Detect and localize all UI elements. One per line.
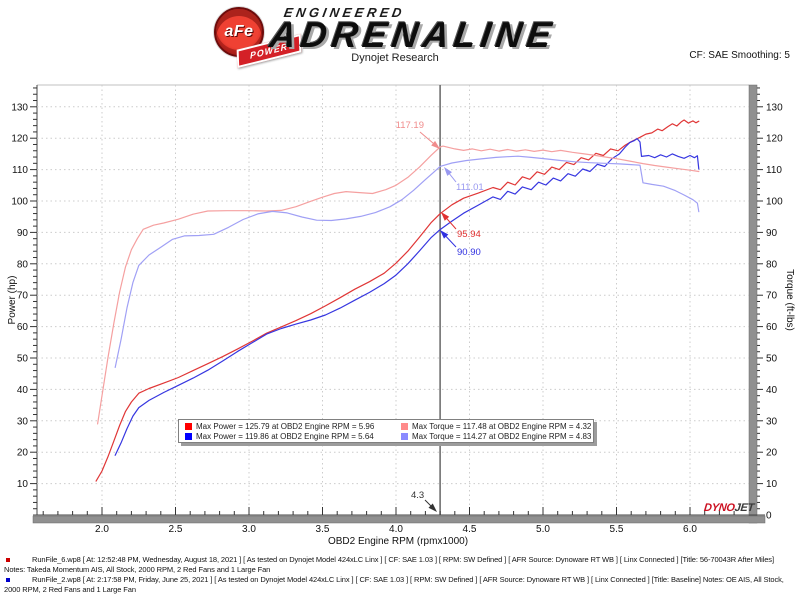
run2-note: RunFile_2.wp8 [ At: 2:17:58 PM, Friday, … — [4, 575, 784, 594]
tick-labels: 2.0 2.5 3.0 3.5 4.0 4.5 5.0 5.5 6.0 10 10 20 20 30 30 4… — [11, 102, 783, 535]
ticks-layer — [30, 87, 763, 515]
svg-text:80: 80 — [766, 259, 778, 270]
dynojet-logo-jet: JET — [733, 502, 755, 514]
run1-marker — [6, 558, 10, 562]
curve-power-after — [95, 119, 700, 482]
svg-text:5.0: 5.0 — [536, 524, 550, 535]
plot-frame — [32, 84, 766, 524]
legend-box: Max Power = 125.79 at OBD2 Engine RPM = … — [178, 419, 594, 443]
dyno-chart: 2.0 2.5 3.0 3.5 4.0 4.5 5.0 5.5 6.0 10 10 20 20 30 30 4… — [7, 84, 795, 547]
legend-item-0: Max Power = 125.79 at OBD2 Engine RPM = … — [185, 422, 401, 431]
legend-label: Max Power = 125.79 at OBD2 Engine RPM = … — [196, 421, 375, 431]
y-axis-title-right: Torque (ft-lbs) — [784, 269, 795, 331]
afe-logo-text: aFe — [224, 23, 254, 40]
dynojet-logo: DYNOJET — [703, 502, 754, 514]
curve-torque-baseline — [114, 155, 700, 368]
svg-text:2.5: 2.5 — [169, 524, 183, 535]
report-subtitle: Dynojet Research — [351, 52, 439, 64]
svg-text:120: 120 — [11, 134, 28, 145]
svg-text:50: 50 — [766, 354, 778, 365]
svg-text:100: 100 — [11, 197, 28, 208]
legend-item-2: Max Power = 119.86 at OBD2 Engine RPM = … — [185, 432, 401, 441]
svg-text:60: 60 — [766, 322, 778, 333]
svg-text:50: 50 — [17, 354, 29, 365]
svg-text:110: 110 — [766, 165, 782, 176]
run2-marker — [6, 578, 10, 582]
legend-label: Max Torque = 117.48 at OBD2 Engine RPM =… — [412, 421, 592, 431]
svg-text:120: 120 — [766, 134, 783, 145]
legend-label: Max Power = 119.86 at OBD2 Engine RPM = … — [196, 431, 374, 441]
svg-text:90: 90 — [766, 228, 778, 239]
svg-text:80: 80 — [17, 259, 29, 270]
svg-text:130: 130 — [11, 102, 28, 113]
svg-text:70: 70 — [17, 291, 29, 302]
svg-text:40: 40 — [766, 385, 778, 396]
legend-swatch — [185, 432, 192, 440]
legend-swatch — [401, 422, 408, 430]
dynojet-logo-dyno: DYNO — [703, 502, 736, 514]
svg-text:20: 20 — [17, 448, 29, 459]
curves-layer — [95, 119, 700, 482]
svg-text:6.0: 6.0 — [683, 524, 697, 535]
svg-text:3.5: 3.5 — [316, 524, 330, 535]
svg-text:110: 110 — [12, 165, 28, 176]
grid-layer — [37, 85, 749, 515]
svg-text:60: 60 — [17, 322, 29, 333]
y-axis-title-left: Power (hp) — [7, 276, 18, 325]
svg-text:10: 10 — [766, 479, 778, 490]
x-axis-title: OBD2 Engine RPM (rpmx1000) — [328, 536, 468, 547]
svg-text:10: 10 — [17, 479, 29, 490]
legend-item-1: Max Torque = 117.48 at OBD2 Engine RPM =… — [401, 422, 593, 431]
cursor-value-label: 111.01 — [456, 182, 484, 193]
svg-text:20: 20 — [766, 448, 778, 459]
curve-power-baseline — [114, 138, 700, 456]
cursor-value-label: 90.90 — [457, 247, 481, 258]
cursor-value-label: 4.3 — [411, 490, 424, 501]
legend-swatch — [401, 432, 408, 440]
svg-text:0: 0 — [766, 511, 772, 522]
annotations-layer: 117.19 111.01 95.94 90.90 4.3 — [396, 120, 484, 512]
svg-text:4.0: 4.0 — [389, 524, 403, 535]
svg-text:40: 40 — [17, 385, 29, 396]
svg-text:4.5: 4.5 — [463, 524, 477, 535]
svg-text:2.0: 2.0 — [95, 524, 109, 535]
curve-torque-after — [96, 145, 700, 425]
svg-text:5.5: 5.5 — [610, 524, 624, 535]
smoothing-label: CF: SAE Smoothing: 5 — [689, 50, 790, 61]
legend-label: Max Torque = 114.27 at OBD2 Engine RPM =… — [412, 431, 592, 441]
run1-note: RunFile_6.wp8 [ At: 12:52:48 PM, Wednesd… — [4, 555, 774, 574]
svg-text:130: 130 — [766, 102, 783, 113]
cursor-value-label: 117.19 — [396, 120, 424, 131]
svg-text:30: 30 — [766, 416, 778, 427]
svg-text:70: 70 — [766, 291, 778, 302]
svg-text:100: 100 — [766, 197, 783, 208]
legend-item-3: Max Torque = 114.27 at OBD2 Engine RPM =… — [401, 432, 593, 441]
svg-text:3.0: 3.0 — [242, 524, 256, 535]
cursor-value-label: 95.94 — [457, 229, 481, 240]
legend-swatch — [185, 422, 192, 430]
svg-text:90: 90 — [17, 228, 29, 239]
svg-text:30: 30 — [17, 416, 29, 427]
